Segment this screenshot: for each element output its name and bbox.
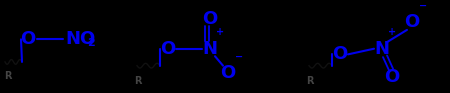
Text: N: N (202, 40, 217, 58)
Text: O: O (20, 30, 36, 48)
Text: −: − (235, 52, 243, 62)
Text: R: R (134, 76, 142, 86)
Text: O: O (220, 64, 236, 82)
Text: O: O (384, 68, 400, 86)
Text: O: O (160, 40, 176, 58)
Text: O: O (333, 45, 347, 63)
Text: −: − (419, 1, 427, 11)
Text: O: O (405, 13, 419, 31)
Text: O: O (202, 10, 218, 28)
Text: +: + (388, 27, 396, 37)
Text: N: N (374, 40, 390, 58)
Text: NO: NO (65, 30, 95, 48)
Text: +: + (216, 27, 224, 37)
Text: R: R (306, 76, 314, 86)
Text: R: R (4, 71, 12, 81)
Text: 2: 2 (87, 38, 95, 48)
